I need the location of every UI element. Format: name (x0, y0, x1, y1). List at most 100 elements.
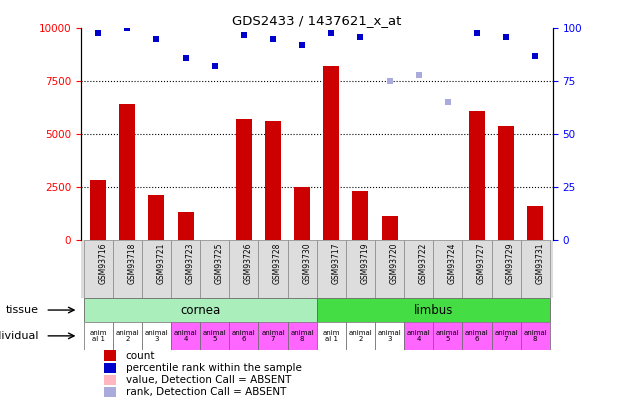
Text: GSM93726: GSM93726 (244, 243, 253, 284)
Bar (381, 216, 397, 240)
Point (384, 78, 394, 84)
Bar (346, 240, 375, 298)
Bar (288, 240, 317, 298)
Text: GSM93720: GSM93720 (389, 243, 399, 284)
Text: GSM93730: GSM93730 (302, 243, 311, 284)
Text: animal
8: animal 8 (524, 330, 547, 342)
Text: tissue: tissue (5, 305, 39, 315)
Text: animal
5: animal 5 (436, 330, 460, 342)
Text: GSM93723: GSM93723 (186, 243, 194, 284)
Bar (317, 322, 346, 350)
Bar (463, 322, 491, 350)
Text: GSM93721: GSM93721 (156, 243, 165, 284)
Bar (113, 322, 142, 350)
Bar (375, 322, 404, 350)
Bar (469, 111, 485, 240)
Point (443, 99, 453, 106)
Point (530, 53, 540, 59)
Point (210, 63, 220, 70)
Text: percentile rank within the sample: percentile rank within the sample (125, 363, 301, 373)
Bar (84, 298, 317, 322)
Bar (498, 126, 514, 240)
Bar (178, 212, 194, 240)
Text: cornea: cornea (180, 303, 220, 317)
Text: GSM93725: GSM93725 (215, 243, 224, 284)
Text: animal
6: animal 6 (232, 330, 256, 342)
Text: animal
3: animal 3 (145, 330, 168, 342)
Point (297, 42, 307, 49)
Point (268, 36, 278, 42)
Point (181, 55, 191, 61)
Bar (104, 375, 116, 385)
Bar (84, 240, 113, 298)
Bar (527, 206, 543, 240)
Point (93, 29, 103, 36)
Text: rank, Detection Call = ABSENT: rank, Detection Call = ABSENT (125, 387, 286, 397)
Bar (236, 119, 252, 240)
Text: animal
5: animal 5 (203, 330, 227, 342)
Text: GSM93717: GSM93717 (331, 243, 340, 284)
Text: GSM93729: GSM93729 (506, 243, 515, 284)
Text: GSM93719: GSM93719 (360, 243, 369, 284)
Bar (520, 322, 550, 350)
Text: GSM93728: GSM93728 (273, 243, 282, 284)
Bar (119, 104, 135, 240)
Bar (142, 240, 171, 298)
Point (122, 25, 132, 32)
Bar (433, 322, 463, 350)
Bar (352, 191, 368, 240)
Point (414, 72, 424, 78)
Bar (142, 322, 171, 350)
Text: animal
6: animal 6 (465, 330, 489, 342)
Text: animal
4: animal 4 (174, 330, 197, 342)
Text: limbus: limbus (414, 303, 453, 317)
Text: GSM93718: GSM93718 (127, 243, 137, 284)
Text: GSM93727: GSM93727 (477, 243, 486, 284)
Bar (346, 322, 375, 350)
Text: anim
al 1: anim al 1 (322, 330, 340, 342)
Bar (375, 240, 404, 298)
Bar (113, 240, 142, 298)
Text: animal
7: animal 7 (261, 330, 285, 342)
Bar (324, 66, 339, 240)
Bar (258, 322, 288, 350)
Text: animal
2: animal 2 (348, 330, 372, 342)
Bar (294, 187, 310, 240)
Bar (171, 240, 200, 298)
Point (239, 32, 249, 38)
Bar (200, 240, 229, 298)
Bar (84, 322, 113, 350)
Bar (104, 387, 116, 397)
Text: GSM93731: GSM93731 (535, 243, 544, 284)
Bar (229, 240, 258, 298)
Text: animal
8: animal 8 (290, 330, 314, 342)
Point (501, 34, 511, 40)
Bar (229, 322, 258, 350)
Bar (404, 240, 433, 298)
Text: GSM93722: GSM93722 (419, 243, 428, 284)
Bar (90, 181, 106, 240)
Bar (404, 322, 433, 350)
Text: GSM93716: GSM93716 (98, 243, 107, 284)
Point (355, 34, 365, 40)
Bar (200, 322, 229, 350)
Text: animal
7: animal 7 (494, 330, 518, 342)
Bar (258, 240, 288, 298)
Text: GSM93724: GSM93724 (448, 243, 457, 284)
Bar (491, 240, 520, 298)
Point (152, 36, 161, 42)
Bar (104, 350, 116, 361)
Bar (148, 195, 165, 240)
Bar (288, 322, 317, 350)
Bar (463, 240, 491, 298)
Text: animal
3: animal 3 (378, 330, 401, 342)
Bar (317, 298, 550, 322)
Bar (520, 240, 550, 298)
Bar (317, 240, 346, 298)
Bar (491, 322, 520, 350)
Text: individual: individual (0, 331, 39, 341)
Bar (171, 322, 200, 350)
Bar (104, 362, 116, 373)
Title: GDS2433 / 1437621_x_at: GDS2433 / 1437621_x_at (232, 14, 401, 27)
Bar (265, 122, 281, 240)
